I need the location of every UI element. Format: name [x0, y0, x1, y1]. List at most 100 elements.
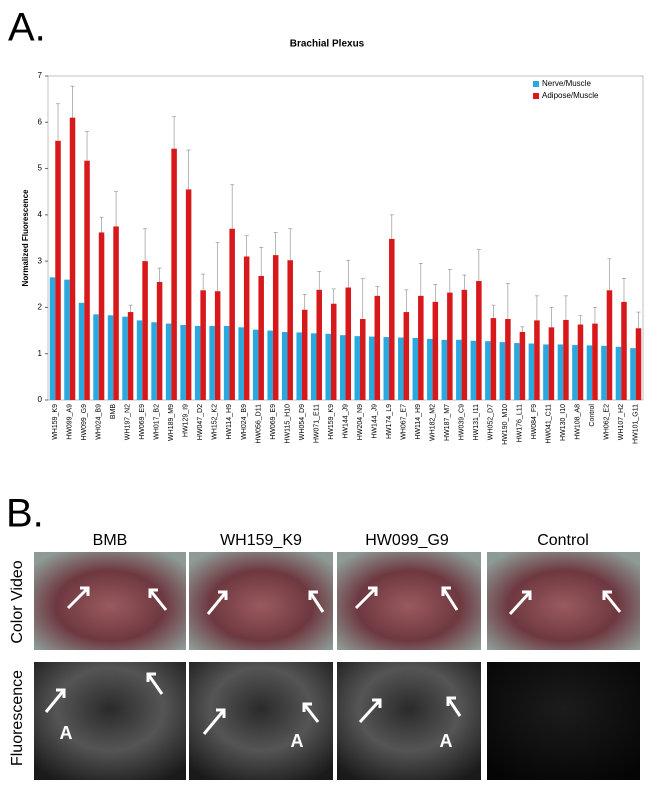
bar — [180, 325, 186, 400]
bar — [592, 323, 598, 400]
marker-label: A — [291, 731, 304, 751]
bar — [398, 337, 404, 400]
x-tick-label: HW069_E9 — [270, 404, 277, 440]
panel-label: A. — [8, 6, 46, 50]
bar — [505, 319, 511, 400]
marker-label: A — [60, 723, 73, 743]
x-tick-label: HW190_M10 — [502, 404, 509, 445]
bar — [470, 340, 477, 400]
bar — [403, 312, 410, 400]
bar — [354, 336, 361, 400]
bar — [360, 319, 366, 400]
x-tick-label: HW056_D11 — [255, 404, 262, 444]
bar — [369, 336, 375, 400]
row-label: Fluorescence — [9, 670, 26, 766]
x-tick-label: WH017_B2 — [154, 404, 161, 440]
bar — [49, 277, 56, 400]
x-tick-label: HW114_H9 — [415, 404, 422, 440]
bar — [165, 323, 172, 400]
x-tick-label: HW131_I11 — [473, 404, 480, 441]
x-tick-label: HW159_K9 — [328, 404, 335, 440]
bar — [601, 345, 607, 400]
x-tick-label: WH024_B9 — [241, 404, 248, 440]
y-tick-label: 6 — [38, 117, 43, 126]
x-tick-label: HW084_F9 — [531, 404, 538, 440]
bar — [548, 327, 555, 400]
bar — [64, 279, 70, 400]
image — [487, 662, 640, 780]
bar — [55, 140, 61, 401]
bar — [238, 327, 244, 400]
x-tick-label: HW099_G9 — [81, 404, 88, 441]
x-tick-label: HW144_J9 — [371, 404, 378, 439]
image — [34, 552, 186, 650]
bar — [122, 316, 128, 400]
bar — [606, 290, 613, 400]
y-tick-label: 4 — [38, 210, 43, 219]
column-label: Control — [537, 532, 589, 549]
legend-swatch — [533, 93, 539, 99]
arrows — [44, 586, 622, 735]
x-tick-label: BMB — [110, 404, 117, 420]
bar — [301, 309, 308, 400]
x-tick-label: HW099_A9 — [67, 404, 74, 440]
chart-title: Brachial Plexus — [290, 39, 365, 50]
x-tick-label: HW039_C9 — [458, 404, 465, 440]
bar — [441, 339, 448, 400]
x-tick-label: HW071_E11 — [313, 404, 320, 443]
column-label: BMB — [93, 532, 128, 549]
bar — [514, 343, 520, 400]
legend-label: Adipose/Muscle — [542, 91, 599, 100]
bar — [258, 275, 264, 400]
x-tick-label: HW047_D2 — [197, 404, 204, 440]
bar — [563, 319, 569, 400]
image — [337, 662, 481, 780]
bar — [557, 344, 564, 400]
bar — [127, 312, 134, 400]
bar — [316, 289, 322, 400]
y-tick-label: 0 — [38, 395, 43, 404]
bar — [615, 346, 622, 400]
bar — [142, 261, 148, 400]
x-tick-label: HW069_E9 — [139, 404, 146, 440]
bar — [209, 325, 215, 400]
bar — [113, 226, 119, 400]
x-tick-label: HW176_L11 — [516, 404, 523, 443]
x-tick-label: WH024_B9 — [96, 404, 103, 440]
x-tick-label: HW204_N9 — [357, 404, 364, 440]
bar — [325, 333, 331, 400]
image — [34, 662, 186, 780]
y-tick-label: 3 — [38, 256, 43, 265]
bar — [330, 303, 337, 400]
x-tick-label: WH197_N2 — [125, 404, 132, 440]
bar — [456, 339, 462, 400]
x-tick-label: Control — [589, 404, 596, 427]
bar — [519, 331, 526, 400]
bar — [499, 342, 506, 400]
x-tick-label: HW130_I10 — [560, 404, 567, 441]
bar — [485, 341, 491, 400]
x-tick-label: WH159_K9 — [52, 404, 59, 440]
image — [189, 552, 333, 650]
bar — [586, 345, 593, 400]
x-tick-label: HW144_J9 — [342, 404, 349, 439]
x-tick-label: WH052_D7 — [487, 404, 494, 440]
image — [337, 552, 481, 650]
bar — [296, 332, 302, 400]
bar — [572, 344, 578, 400]
bar — [98, 232, 105, 400]
x-tick-label: HW101_G11 — [633, 404, 640, 444]
bar — [490, 318, 497, 400]
bar — [136, 320, 143, 400]
y-axis-label: Normalized Fluorescence — [21, 189, 30, 286]
bar — [427, 338, 433, 400]
bar — [577, 324, 584, 400]
y-tick-label: 1 — [38, 349, 43, 358]
bar — [630, 348, 636, 400]
y-tick-label: 7 — [38, 71, 43, 80]
x-tick-label: HW129_I9 — [183, 404, 190, 437]
column-label: HW099_G9 — [365, 532, 449, 549]
bar — [543, 344, 549, 400]
